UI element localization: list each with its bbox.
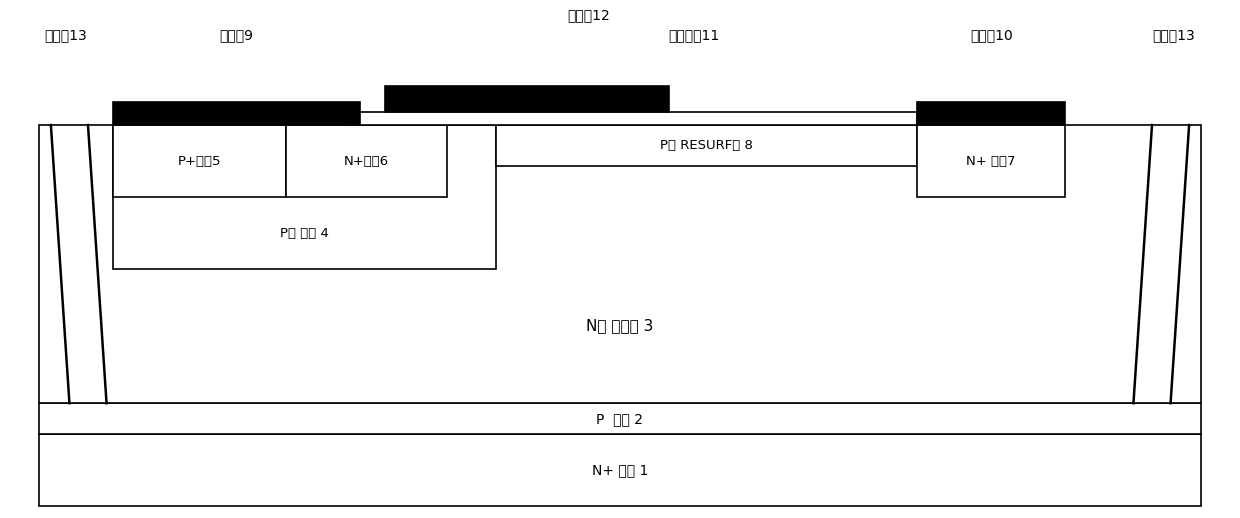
Bar [38,434,1202,506]
Text: 栅电极12: 栅电极12 [568,8,610,22]
Text: 源电极9: 源电极9 [219,28,253,42]
Text: 隔离槽13: 隔离槽13 [1152,28,1195,42]
Bar [496,125,916,166]
Text: 栅氧化层11: 栅氧化层11 [668,28,720,42]
Text: P  埋层 2: P 埋层 2 [596,412,644,426]
Bar [113,125,496,269]
Text: 漏电极10: 漏电极10 [970,28,1013,42]
Text: N+ 漏区7: N+ 漏区7 [966,154,1016,168]
Bar [113,125,286,197]
Text: 隔离槽13: 隔离槽13 [45,28,88,42]
Bar [384,87,670,112]
Text: N+ 衬底 1: N+ 衬底 1 [591,463,649,477]
Text: N－ 漂移区 3: N－ 漂移区 3 [587,319,653,334]
Bar [916,102,1065,125]
Text: N+源区6: N+源区6 [343,154,389,168]
Bar [38,125,1202,403]
Bar [38,403,1202,434]
Bar [113,102,360,125]
Text: P+基区5: P+基区5 [177,154,221,168]
Text: P－ RESURF区 8: P－ RESURF区 8 [660,139,753,152]
Bar [916,125,1065,197]
Bar [286,125,446,197]
Text: P－ 阱区 4: P－ 阱区 4 [280,227,329,240]
Bar [347,112,916,125]
